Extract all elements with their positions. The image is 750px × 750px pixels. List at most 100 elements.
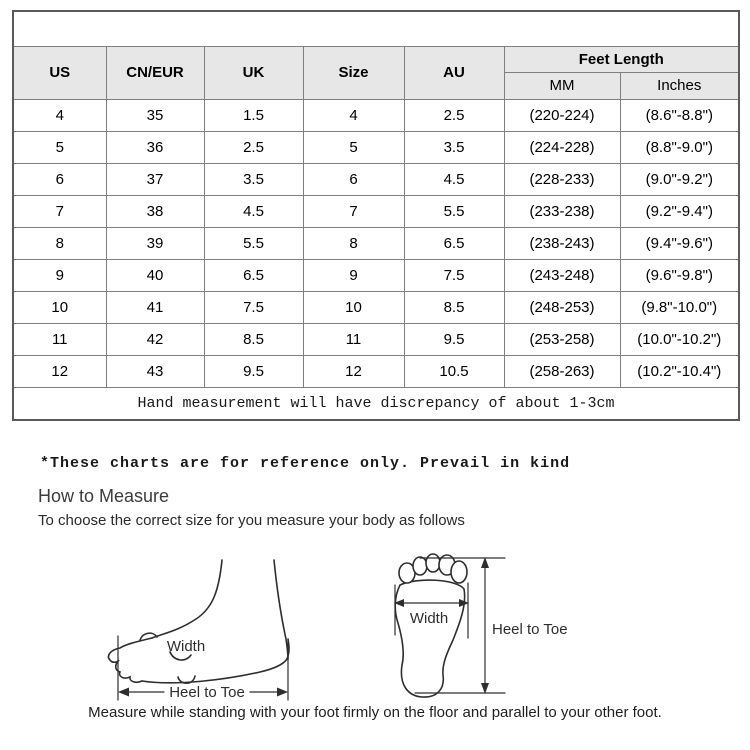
- size-cell: 9.5: [403, 322, 505, 356]
- size-cell: 7: [12, 194, 107, 228]
- size-cell: (10.2"-10.4"): [619, 354, 740, 388]
- header-feet-length: Feet Length: [503, 45, 740, 73]
- header-mm: MM: [503, 71, 621, 100]
- size-cell: (220-224): [503, 98, 621, 132]
- size-cell: 9: [12, 258, 107, 292]
- size-cell: 12: [302, 354, 405, 388]
- size-cell: (248-253): [503, 290, 621, 324]
- measure-caption: Measure while standing with your foot fi…: [88, 704, 662, 721]
- size-cell: 5.5: [403, 194, 505, 228]
- size-cell: 6.5: [203, 258, 304, 292]
- size-cell: 8.5: [203, 322, 304, 356]
- size-cell: 43: [105, 354, 205, 388]
- header-au: AU: [403, 45, 505, 100]
- size-cell: 2.5: [403, 98, 505, 132]
- size-cell: 8.5: [403, 290, 505, 324]
- size-cell: (258-263): [503, 354, 621, 388]
- size-cell: (8.8"-9.0"): [619, 130, 740, 164]
- table-row: 12 43 9.5 12 10.5 (258-263) (10.2"-10.4"): [12, 354, 740, 388]
- table-row: 7 38 4.5 7 5.5 (233-238) (9.2"-9.4"): [12, 194, 740, 228]
- table-row: 5 36 2.5 5 3.5 (224-228) (8.8"-9.0"): [12, 130, 740, 164]
- foot-sole-view-diagram: Width Heel to Toe: [390, 545, 590, 705]
- size-table-body: 4 35 1.5 4 2.5 (220-224) (8.6"-8.8") 5 36 2.5 5 3.5…: [12, 98, 740, 388]
- size-cell: (9.8"-10.0"): [619, 290, 740, 324]
- how-to-measure-subtitle: To choose the correct size for you measu…: [38, 512, 465, 529]
- size-cell: 11: [12, 322, 107, 356]
- table-row: 4 35 1.5 4 2.5 (220-224) (8.6"-8.8"): [12, 98, 740, 132]
- size-cell: 4.5: [203, 194, 304, 228]
- table-footnote-row: Hand measurement will have discrepancy o…: [12, 386, 740, 421]
- how-to-measure-title: How to Measure: [38, 486, 170, 506]
- size-cell: 2.5: [203, 130, 304, 164]
- size-cell: 3.5: [203, 162, 304, 196]
- sole-view-width-label: Width: [410, 610, 448, 627]
- table-footnote: Hand measurement will have discrepancy o…: [12, 386, 740, 421]
- size-cell: 9.5: [203, 354, 304, 388]
- side-view-width-label: Width: [167, 638, 205, 655]
- reference-note: *These charts are for reference only. Pr…: [40, 455, 571, 472]
- size-cell: 6.5: [403, 226, 505, 260]
- size-cell: (233-238): [503, 194, 621, 228]
- size-cell: (228-233): [503, 162, 621, 196]
- size-cell: (8.6"-8.8"): [619, 98, 740, 132]
- size-cell: 42: [105, 322, 205, 356]
- sole-view-length-label: Heel to Toe: [492, 621, 568, 638]
- size-cell: 5: [302, 130, 405, 164]
- table-header-row-2: MM Inches: [13, 71, 740, 100]
- size-cell: 7.5: [203, 290, 304, 324]
- header-us: US: [12, 45, 107, 100]
- table-header-row-1: US CN/EUR UK Size AU Feet Length: [12, 45, 740, 100]
- foot-sole-view-icon: Width Heel to Toe: [394, 553, 568, 698]
- size-cell: 12: [12, 354, 107, 388]
- size-cell: (253-258): [503, 322, 621, 356]
- foot-side-view-icon: Heel to Toe Width: [107, 559, 290, 701]
- size-cell: 40: [105, 258, 205, 292]
- size-cell: 5.5: [203, 226, 304, 260]
- header-size: Size: [302, 45, 405, 100]
- size-cell: 8: [12, 226, 107, 260]
- size-cell: 1.5: [203, 98, 304, 132]
- header-uk: UK: [203, 45, 304, 100]
- size-cell: 8: [302, 226, 405, 260]
- size-cell: 36: [105, 130, 205, 164]
- size-cell: 10.5: [403, 354, 505, 388]
- size-cell: 35: [105, 98, 205, 132]
- table-empty-top-row: [12, 10, 740, 47]
- size-cell: (10.0"-10.2"): [619, 322, 740, 356]
- size-cell: (238-243): [503, 226, 621, 260]
- size-cell: 7: [302, 194, 405, 228]
- empty-cell: [12, 10, 740, 47]
- table-row: 10 41 7.5 10 8.5 (248-253) (9.8"-10.0"): [12, 290, 740, 324]
- size-cell: 7.5: [403, 258, 505, 292]
- size-cell: 37: [105, 162, 205, 196]
- size-cell: (9.6"-9.8"): [619, 258, 740, 292]
- size-cell: (9.4"-9.6"): [619, 226, 740, 260]
- size-cell: 3.5: [403, 130, 505, 164]
- size-cell: 10: [12, 290, 107, 324]
- size-cell: 4.5: [403, 162, 505, 196]
- size-cell: 11: [302, 322, 405, 356]
- size-cell: (9.2"-9.4"): [619, 194, 740, 228]
- size-conversion-table: US CN/EUR UK Size AU Feet Length MM Inch…: [12, 10, 741, 421]
- size-cell: 4: [302, 98, 405, 132]
- table-row: 11 42 8.5 11 9.5 (253-258) (10.0"-10.2"): [12, 322, 740, 356]
- size-cell: 6: [302, 162, 405, 196]
- table-row: 9 40 6.5 9 7.5 (243-248) (9.6"-9.8"): [12, 258, 740, 292]
- size-cell: 6: [12, 162, 107, 196]
- side-view-length-label: Heel to Toe: [169, 684, 245, 701]
- size-cell: (224-228): [503, 130, 621, 164]
- foot-side-view-diagram: Heel to Toe Width: [100, 548, 310, 706]
- size-cell: (243-248): [503, 258, 621, 292]
- size-cell: 38: [105, 194, 205, 228]
- size-cell: 10: [302, 290, 405, 324]
- size-cell: 5: [12, 130, 107, 164]
- size-cell: 4: [12, 98, 107, 132]
- size-cell: 9: [302, 258, 405, 292]
- table-row: 6 37 3.5 6 4.5 (228-233) (9.0"-9.2"): [12, 162, 740, 196]
- size-cell: 41: [105, 290, 205, 324]
- size-cell: 39: [105, 226, 205, 260]
- header-inches: Inches: [619, 71, 740, 100]
- table-row: 8 39 5.5 8 6.5 (238-243) (9.4"-9.6"): [12, 226, 740, 260]
- size-cell: (9.0"-9.2"): [619, 162, 740, 196]
